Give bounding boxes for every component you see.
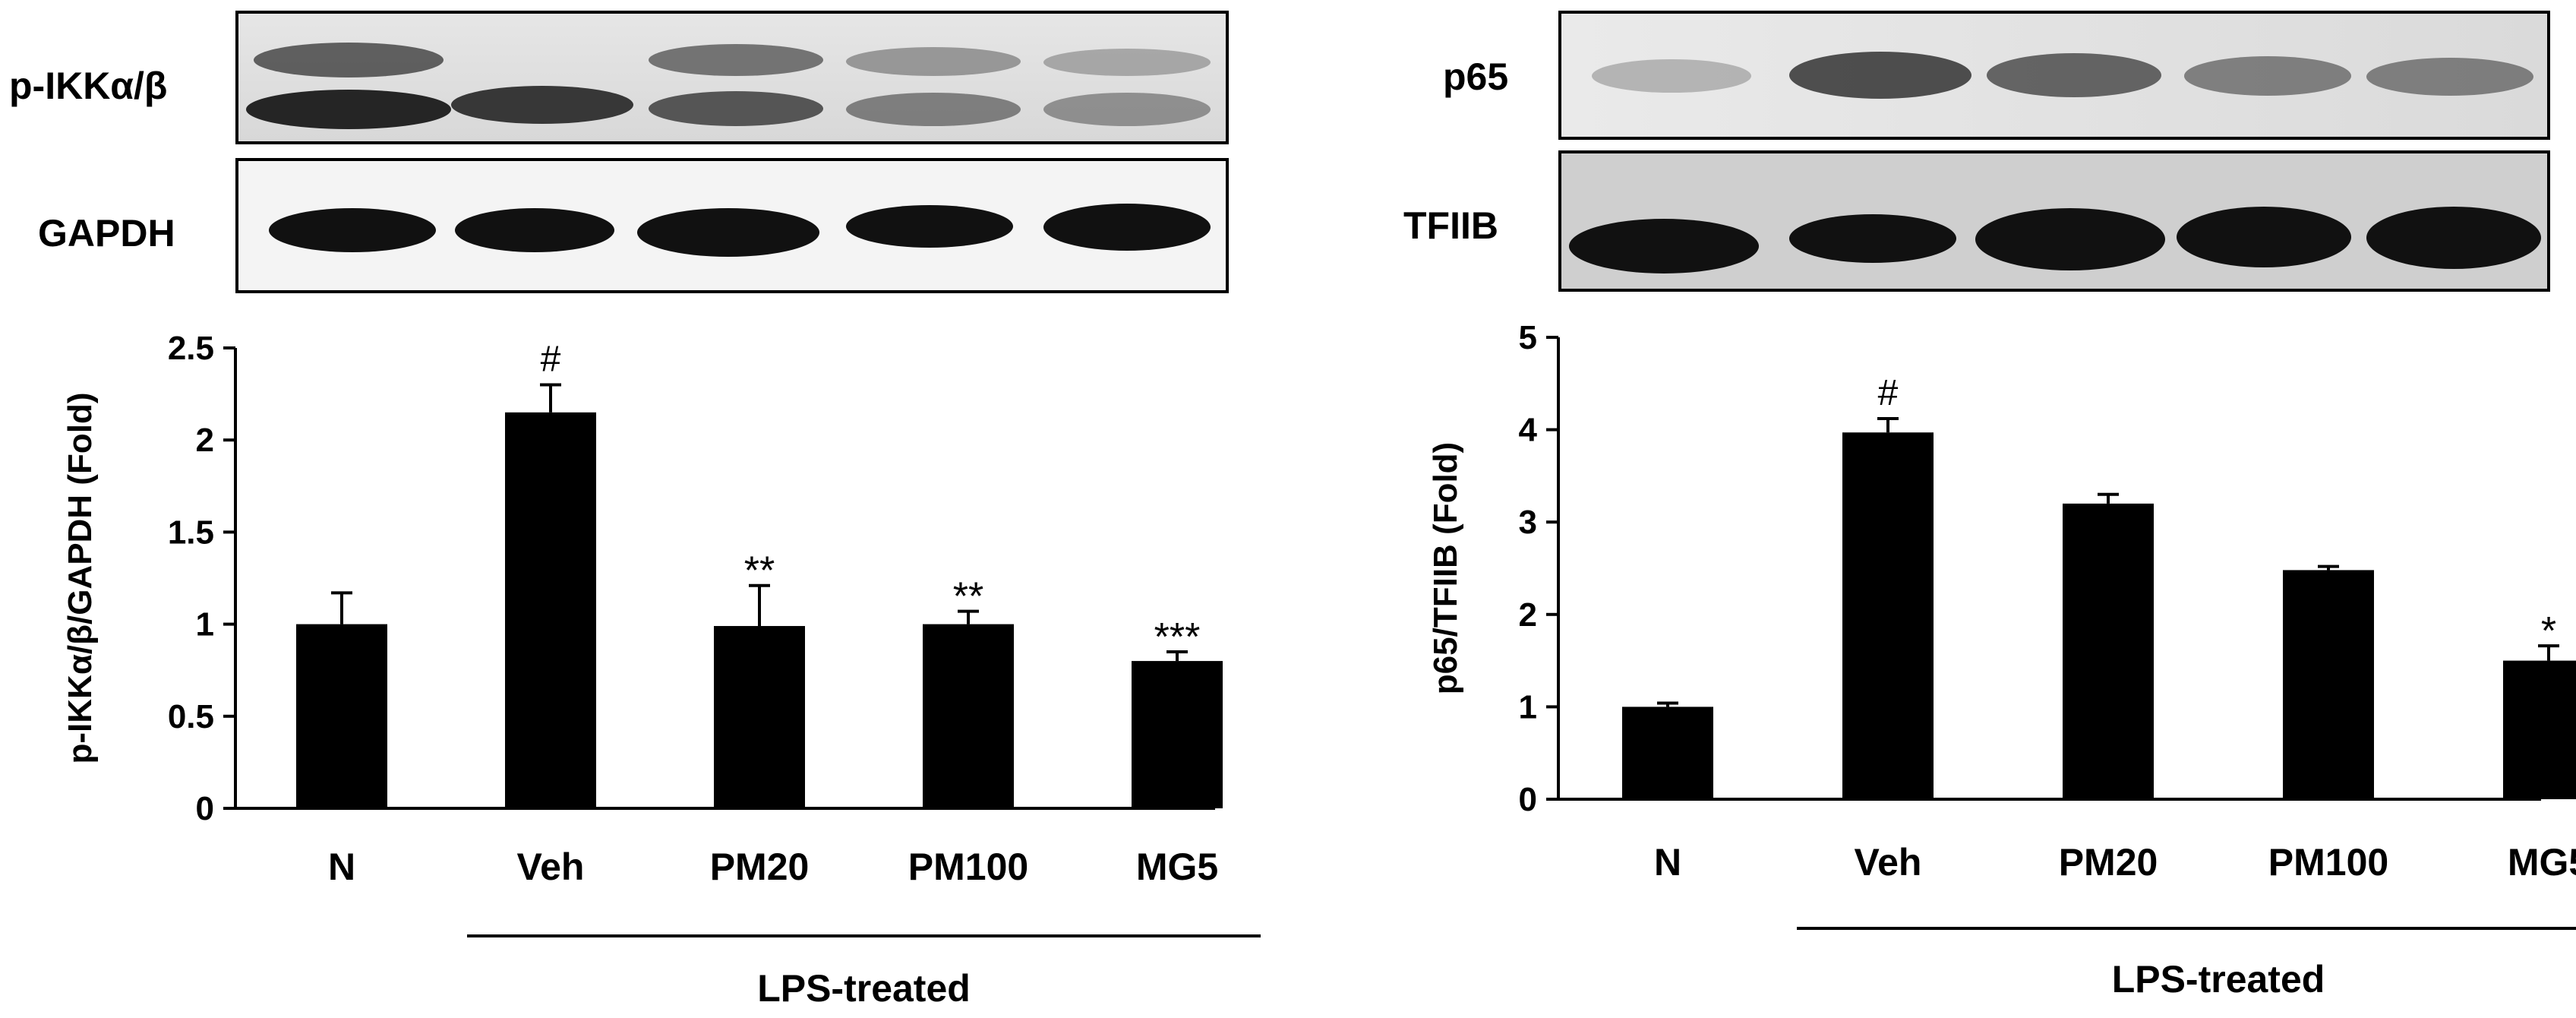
bar	[1132, 661, 1223, 808]
y-tick-label: 2	[196, 422, 214, 459]
y-tick-label: 1.5	[168, 514, 214, 551]
bar	[2283, 570, 2374, 799]
band	[1975, 208, 2165, 270]
significance-label: #	[541, 339, 561, 379]
blot-gapdh	[235, 158, 1229, 293]
y-tick-label: 5	[1519, 319, 1537, 356]
category-label: Veh	[1855, 841, 1922, 884]
band	[451, 86, 633, 124]
band	[1592, 59, 1751, 93]
category-label: Veh	[517, 846, 585, 888]
band	[269, 208, 436, 252]
band	[1987, 53, 2161, 97]
bar-chart-p65: 0 1 2 3 4 5 p65/TFIIB (Fold) N # Veh PM20 PM100 * MG5…	[1427, 319, 2576, 1001]
blot-label-tfiib: TFIIB	[1403, 204, 1498, 247]
blot-label-gapdh: GAPDH	[38, 212, 175, 254]
y-tick-label: 2.5	[168, 330, 214, 367]
band	[254, 43, 444, 77]
category-label: PM100	[908, 846, 1028, 888]
band	[649, 44, 823, 76]
band	[1043, 204, 1211, 251]
category-label: PM20	[710, 846, 810, 888]
left-panel: p-IKKα/β GAPDH 0 0.5 1 1.5 2 2.5 p-IKKα/β/GAPD…	[9, 11, 1261, 1010]
group-label: LPS-treated	[2112, 958, 2325, 1001]
bar	[923, 624, 1014, 808]
band	[1789, 52, 1971, 99]
y-tick-label: 1	[196, 606, 214, 643]
category-label: N	[328, 846, 355, 888]
bar	[1622, 707, 1713, 799]
bar	[296, 624, 387, 808]
y-tick-label: 4	[1519, 412, 1538, 449]
y-tick-label: 0	[196, 790, 214, 827]
category-label: MG5	[2508, 841, 2576, 884]
band	[1569, 219, 1759, 273]
band	[649, 91, 823, 126]
bar-chart-p-ikk: 0 0.5 1 1.5 2 2.5 p-IKKα/β/GAPDH (Fold) N # Veh **…	[62, 330, 1261, 1010]
category-label: MG5	[1136, 846, 1218, 888]
band	[846, 47, 1021, 76]
bar	[505, 412, 596, 808]
blot-tfiib	[1558, 150, 2550, 292]
y-axis-label: p-IKKα/β/GAPDH (Fold)	[62, 393, 99, 764]
band	[1789, 214, 1956, 263]
band	[637, 208, 819, 257]
blot-label-p65: p65	[1443, 55, 1509, 98]
significance-label: #	[1878, 373, 1899, 413]
band	[1043, 93, 1211, 126]
y-tick-label: 1	[1519, 688, 1537, 726]
band	[2177, 207, 2351, 267]
y-tick-label: 0.5	[168, 698, 214, 735]
band	[246, 90, 451, 129]
band	[846, 205, 1013, 248]
band	[1043, 49, 1211, 76]
band	[2366, 207, 2541, 269]
band	[455, 208, 614, 252]
band	[2366, 58, 2533, 96]
significance-label: ***	[1154, 615, 1201, 659]
y-tick-label: 2	[1519, 596, 1537, 634]
significance-label: **	[953, 575, 983, 619]
category-label: PM20	[2059, 841, 2158, 884]
significance-label: **	[744, 549, 775, 593]
y-tick-label: 3	[1519, 504, 1537, 541]
bar	[2503, 660, 2576, 799]
right-panel: p65 TFIIB 0 1 2 3 4 5 p65/TFIIB (Fold) N # Veh PM2…	[1288, 0, 2576, 1018]
blot-label-p-ikk: p-IKKα/β	[9, 65, 168, 107]
significance-label: *	[2541, 609, 2556, 653]
category-label: PM100	[2268, 841, 2388, 884]
y-axis-label: p65/TFIIB (Fold)	[1427, 442, 1464, 694]
band	[2184, 56, 2351, 96]
blot-p-ikk	[235, 11, 1229, 144]
group-label: LPS-treated	[757, 967, 971, 1010]
blot-p65	[1558, 11, 2550, 140]
category-label: N	[1654, 841, 1681, 884]
y-tick-label: 0	[1519, 781, 1537, 818]
bar	[1842, 432, 1934, 799]
band	[846, 93, 1021, 126]
bar	[714, 626, 805, 808]
bar	[2063, 503, 2154, 799]
